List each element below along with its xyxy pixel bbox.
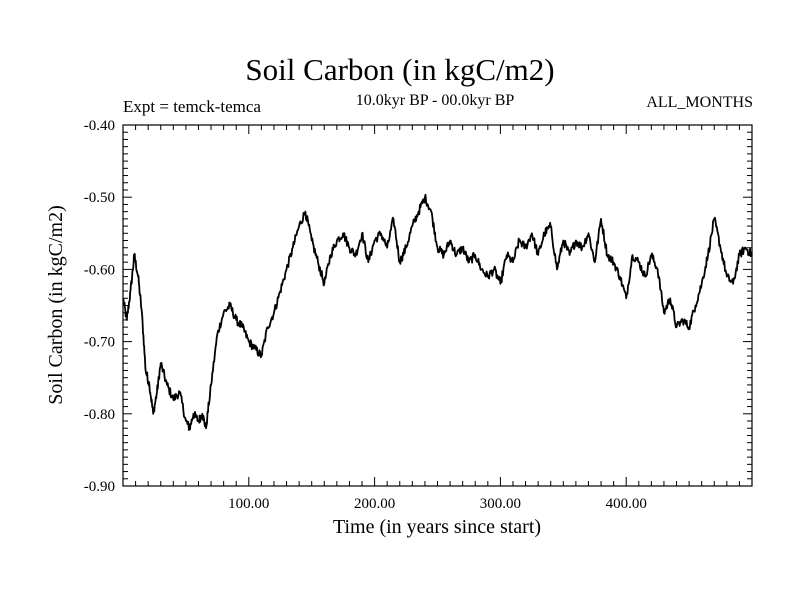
experiment-label: Expt = temck-temca bbox=[123, 97, 261, 116]
y-tick-label: -0.60 bbox=[84, 262, 115, 278]
y-tick-label: -0.50 bbox=[84, 190, 115, 206]
time-range-label: 10.0kyr BP - 00.0kyr BP bbox=[355, 92, 515, 109]
x-tick-label: 400.00 bbox=[606, 496, 647, 512]
series-line bbox=[122, 193, 753, 431]
labels-layer: 100.00 200.00 300.00 400.00 -0.90 -0.80 -0.70 -… bbox=[84, 118, 647, 512]
x-tick-label: 200.00 bbox=[354, 496, 395, 512]
x-axis-title: Time (in years since start) bbox=[333, 516, 541, 538]
y-tick-label: -0.90 bbox=[84, 479, 115, 495]
plot-frame bbox=[122, 124, 753, 487]
y-tick-label: -0.40 bbox=[84, 118, 115, 134]
x-tick-label: 300.00 bbox=[480, 496, 521, 512]
y-tick-label: -0.70 bbox=[84, 335, 115, 351]
y-tick-label: -0.80 bbox=[84, 407, 115, 423]
months-label: ALL_MONTHS bbox=[646, 94, 753, 111]
x-tick-label: 100.00 bbox=[228, 496, 269, 512]
chart-title: Soil Carbon (in kgC/m2) bbox=[245, 52, 555, 87]
series-layer bbox=[122, 193, 753, 431]
y-axis-title: Soil Carbon (in kgC/m2) bbox=[45, 205, 67, 404]
ticks-layer bbox=[123, 125, 752, 486]
